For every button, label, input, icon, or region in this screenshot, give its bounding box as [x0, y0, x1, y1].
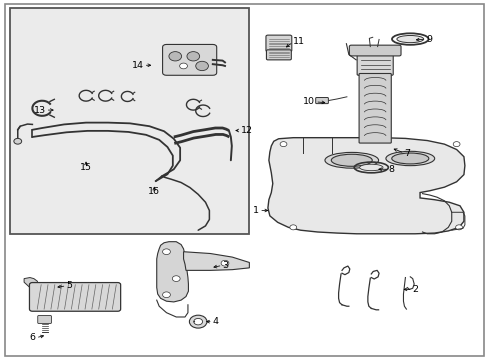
- Circle shape: [189, 315, 206, 328]
- Circle shape: [162, 249, 170, 255]
- FancyBboxPatch shape: [162, 44, 216, 75]
- FancyBboxPatch shape: [315, 98, 328, 104]
- Text: 2: 2: [412, 285, 418, 294]
- FancyBboxPatch shape: [265, 35, 291, 51]
- Polygon shape: [157, 242, 188, 302]
- Circle shape: [162, 292, 170, 298]
- Circle shape: [289, 225, 296, 230]
- Text: 6: 6: [30, 333, 36, 342]
- Text: 11: 11: [293, 37, 305, 46]
- Text: 7: 7: [404, 149, 409, 158]
- Text: 8: 8: [388, 165, 394, 174]
- Circle shape: [455, 225, 462, 230]
- Ellipse shape: [330, 154, 371, 166]
- Text: 3: 3: [222, 261, 228, 270]
- Polygon shape: [267, 138, 464, 234]
- Polygon shape: [183, 252, 249, 270]
- FancyBboxPatch shape: [266, 50, 291, 60]
- Ellipse shape: [391, 153, 428, 164]
- Text: 13: 13: [33, 105, 45, 114]
- Circle shape: [14, 138, 21, 144]
- FancyBboxPatch shape: [356, 51, 392, 75]
- Circle shape: [172, 276, 180, 282]
- Text: 14: 14: [131, 61, 143, 70]
- FancyBboxPatch shape: [348, 45, 400, 56]
- Text: 12: 12: [240, 126, 252, 135]
- Text: 4: 4: [212, 317, 218, 326]
- Circle shape: [186, 51, 199, 61]
- Circle shape: [179, 63, 187, 69]
- FancyBboxPatch shape: [38, 316, 51, 323]
- Circle shape: [193, 319, 202, 325]
- FancyBboxPatch shape: [29, 283, 121, 311]
- Circle shape: [280, 141, 286, 147]
- Circle shape: [193, 321, 194, 322]
- Text: 9: 9: [425, 35, 431, 44]
- Ellipse shape: [396, 36, 423, 42]
- Text: 15: 15: [80, 163, 92, 172]
- FancyBboxPatch shape: [358, 73, 390, 143]
- Circle shape: [195, 61, 208, 71]
- Ellipse shape: [359, 164, 382, 171]
- Ellipse shape: [385, 151, 434, 166]
- Text: 5: 5: [66, 281, 72, 290]
- Circle shape: [452, 141, 459, 147]
- Circle shape: [221, 260, 228, 266]
- Text: 10: 10: [303, 97, 315, 106]
- Text: 1: 1: [253, 206, 259, 215]
- Ellipse shape: [325, 152, 378, 168]
- Text: 16: 16: [148, 187, 160, 196]
- Bar: [10, 8, 249, 234]
- Polygon shape: [24, 278, 39, 288]
- Circle shape: [168, 51, 181, 61]
